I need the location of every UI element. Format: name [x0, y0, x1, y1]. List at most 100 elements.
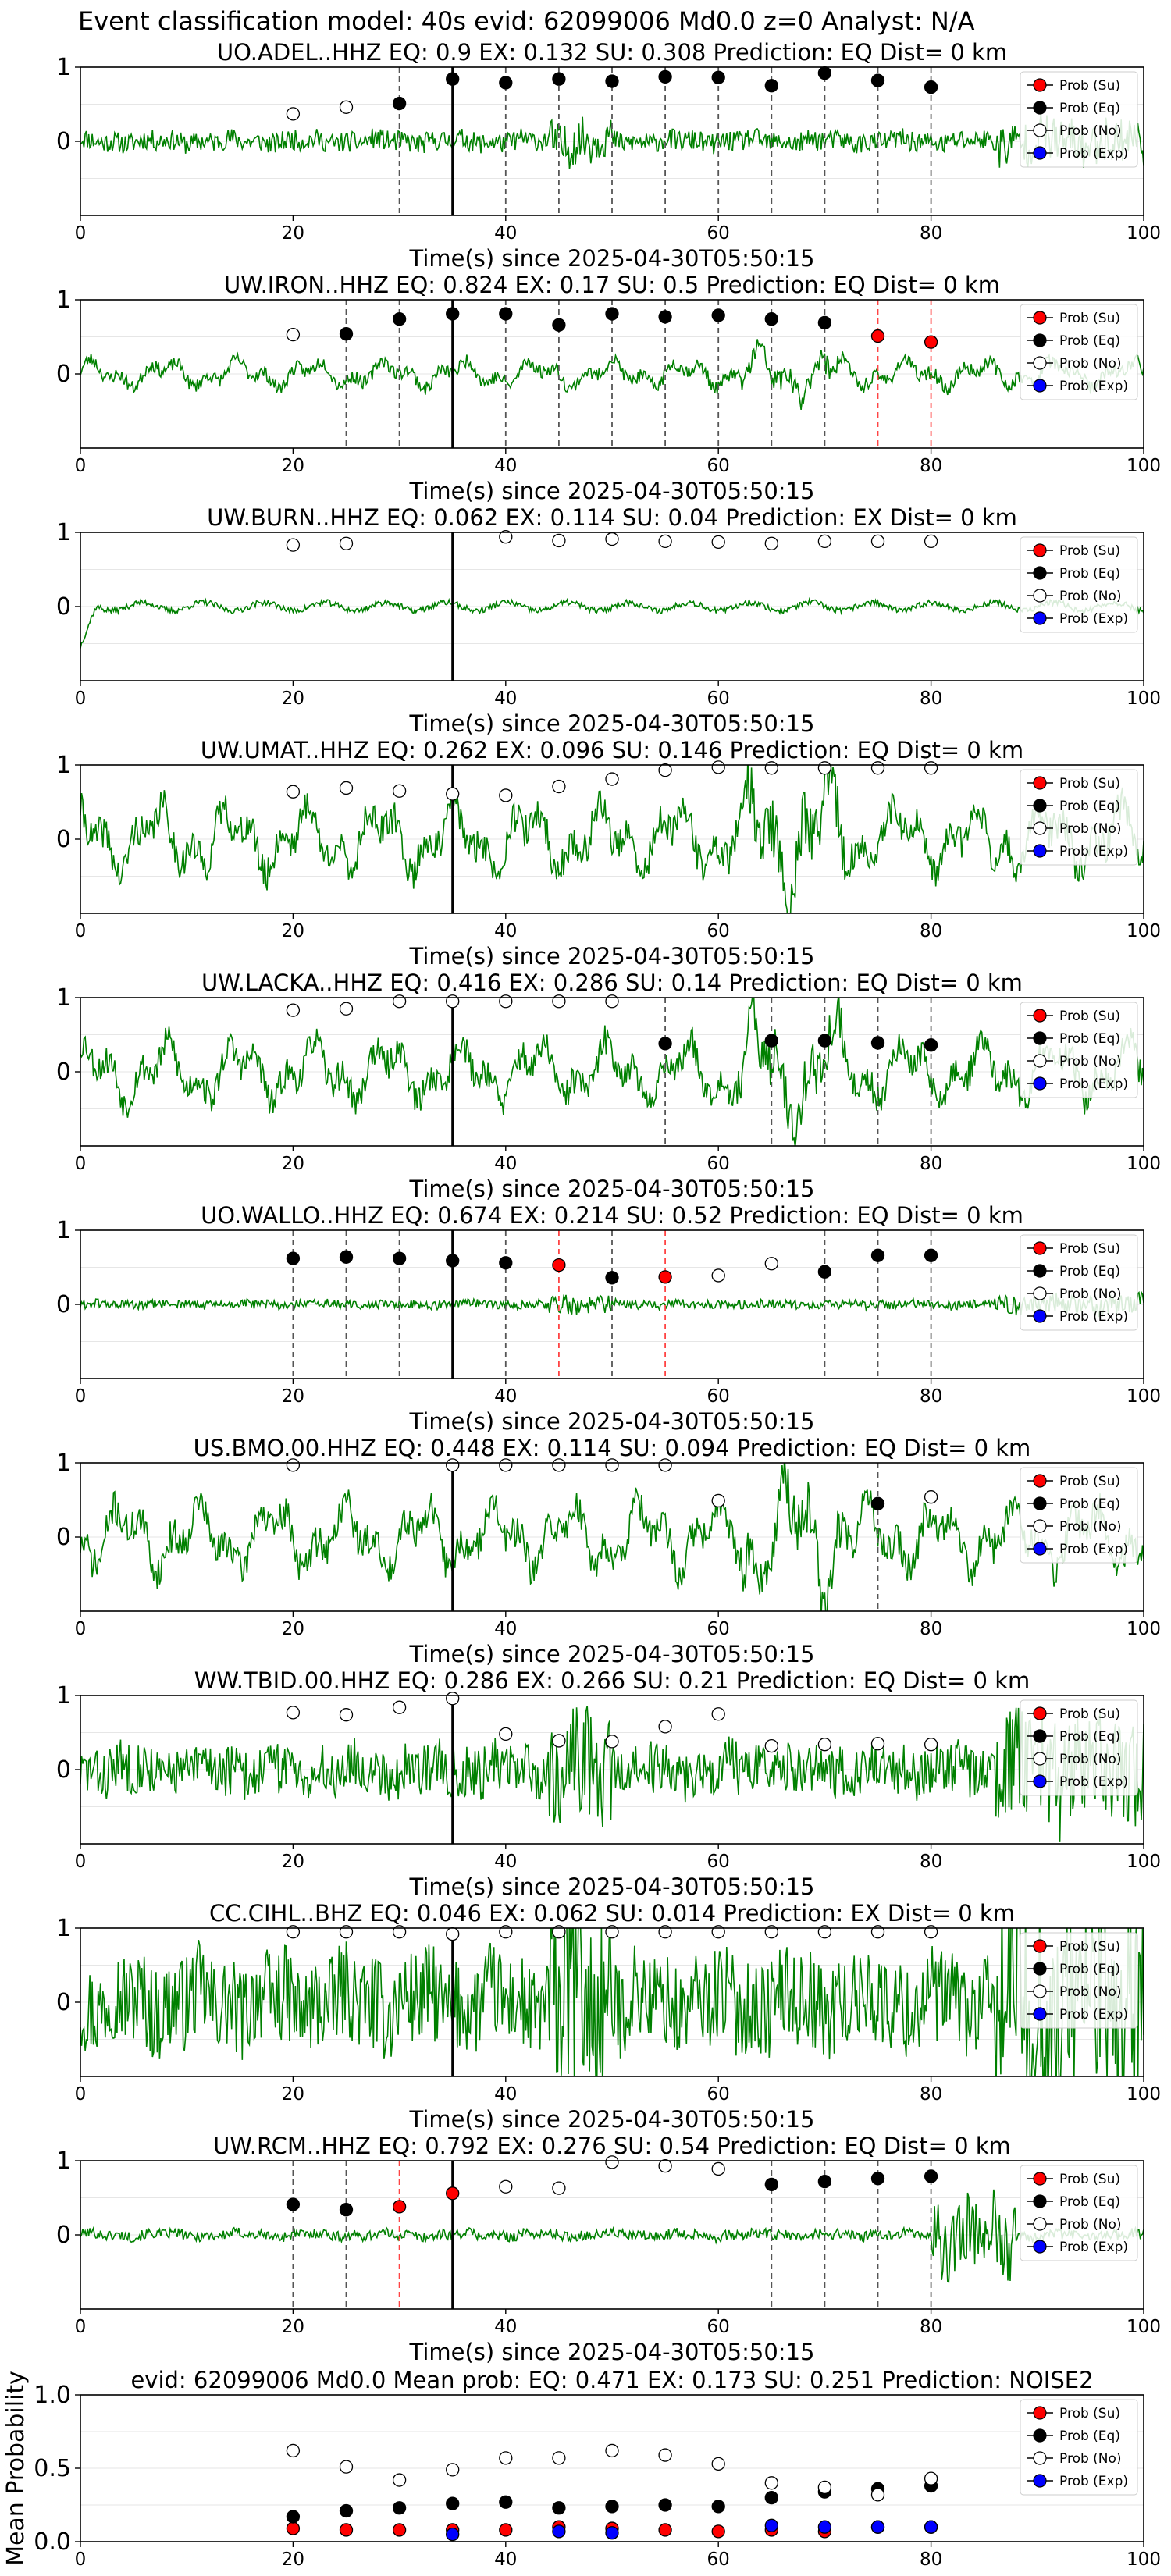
- prob-marker-no: [764, 1925, 778, 1939]
- panel-ww-tbid: WW.TBID.00.HHZ EQ: 0.286 EX: 0.266 SU: 0…: [56, 1667, 1161, 1900]
- mean-marker-eq: [711, 2500, 725, 2514]
- legend-marker-exp: [1033, 1076, 1047, 1091]
- prob-marker-no: [499, 1458, 513, 1472]
- legend-frame: [1020, 769, 1138, 866]
- prob-marker-eq: [605, 307, 619, 321]
- x-tick-label: 100: [1127, 1154, 1161, 1174]
- x-tick-label: 40: [494, 1154, 517, 1174]
- mean-marker-su: [286, 2521, 301, 2535]
- legend-label-eq: Prob (Eq): [1059, 799, 1120, 814]
- x-tick-label: 100: [1127, 1619, 1161, 1639]
- legend: Prob (Su) Prob (Eq) Prob (No) Prob (Exp): [1020, 536, 1138, 633]
- x-tick-label: 100: [1127, 2317, 1161, 2337]
- legend: Prob (Su) Prob (Eq) Prob (No) Prob (Exp): [1020, 1932, 1138, 2029]
- prob-marker-eq: [817, 1265, 832, 1279]
- y-tick-label: 1: [56, 519, 71, 546]
- legend-marker-su: [1033, 1474, 1047, 1488]
- prob-marker-eq: [552, 72, 566, 86]
- legend-marker-eq: [1033, 1264, 1047, 1278]
- x-tick-label: 40: [494, 921, 517, 941]
- prob-marker-no: [924, 1490, 938, 1504]
- prob-marker-no: [286, 1003, 301, 1017]
- x-tick-label: 20: [282, 223, 304, 244]
- prob-marker-no: [924, 1738, 938, 1752]
- prob-marker-su: [658, 1270, 672, 1284]
- legend-label-su: Prob (Su): [1059, 776, 1120, 792]
- panel-title: US.BMO.00.HHZ EQ: 0.448 EX: 0.114 SU: 0.…: [194, 1435, 1031, 1461]
- x-tick-label: 80: [920, 1154, 942, 1174]
- prob-marker-eq: [392, 1251, 407, 1265]
- legend-label-su: Prob (Su): [1059, 1474, 1120, 1489]
- prob-marker-no: [658, 1925, 672, 1939]
- mean-marker-su: [711, 2524, 725, 2539]
- x-tick-label: 60: [707, 1852, 730, 1872]
- legend-marker-exp: [1033, 379, 1047, 393]
- prob-marker-no: [392, 1925, 407, 1939]
- prob-marker-no: [286, 327, 301, 342]
- legend-label-eq: Prob (Eq): [1059, 2428, 1120, 2444]
- prob-marker-su: [552, 1258, 566, 1272]
- prob-marker-su: [392, 2200, 407, 2214]
- legend-marker-exp: [1033, 844, 1047, 858]
- x-tick-label: 0: [75, 1386, 87, 1407]
- legend-label-exp: Prob (Exp): [1059, 146, 1128, 162]
- prob-marker-su: [446, 2186, 460, 2201]
- x-tick-label: 100: [1127, 2549, 1161, 2570]
- mean-marker-eq: [446, 2496, 460, 2510]
- prob-marker-no: [605, 532, 619, 546]
- y-tick-label: 0: [56, 1524, 71, 1551]
- legend-frame: [1020, 2165, 1138, 2261]
- x-axis-label: Time(s) since 2025-04-30T05:50:15: [409, 245, 815, 272]
- legend-marker-eq: [1033, 1729, 1047, 1743]
- prob-marker-no: [658, 534, 672, 549]
- prob-marker-su: [924, 335, 938, 349]
- legend-label-eq: Prob (Eq): [1059, 1496, 1120, 1512]
- prob-marker-no: [764, 1738, 778, 1753]
- prob-marker-eq: [339, 327, 354, 341]
- legend-marker-exp: [1033, 2474, 1047, 2488]
- legend-label-exp: Prob (Exp): [1059, 2474, 1128, 2489]
- prob-marker-no: [711, 760, 725, 774]
- x-axis-label: Time(s) since 2025-04-30T05:50:15: [409, 2106, 815, 2133]
- panel-title: evid: 62099006 Md0.0 Mean prob: EQ: 0.47…: [130, 2367, 1093, 2393]
- waveform-trace: [80, 596, 1144, 649]
- legend-marker-exp: [1033, 1542, 1047, 1556]
- legend-marker-su: [1033, 1009, 1047, 1023]
- prob-marker-eq: [499, 307, 513, 321]
- y-tick-label: 0: [56, 1989, 71, 2016]
- legend: Prob (Su) Prob (Eq) Prob (No) Prob (Exp): [1020, 1467, 1138, 1564]
- legend-label-no: Prob (No): [1059, 2451, 1122, 2467]
- prob-marker-no: [764, 536, 778, 550]
- prob-marker-eq: [339, 1250, 354, 1264]
- legend-marker-no: [1033, 1984, 1047, 1998]
- legend-label-no: Prob (No): [1059, 123, 1122, 139]
- prob-marker-eq: [870, 2172, 885, 2186]
- x-tick-label: 20: [282, 456, 304, 476]
- x-tick-label: 40: [494, 688, 517, 709]
- legend-label-eq: Prob (Eq): [1059, 1729, 1120, 1745]
- y-tick-label: 1: [56, 286, 71, 314]
- legend-label-no: Prob (No): [1059, 821, 1122, 837]
- x-tick-label: 0: [75, 2549, 87, 2570]
- y-axis-label: Mean Probability: [2, 2371, 30, 2566]
- prob-marker-eq: [764, 2177, 778, 2192]
- x-tick-label: 40: [494, 2317, 517, 2337]
- legend: Prob (Su) Prob (Eq) Prob (No) Prob (Exp): [1020, 1699, 1138, 1796]
- x-tick-label: 80: [920, 1619, 942, 1639]
- prob-marker-no: [924, 761, 938, 775]
- prob-marker-no: [711, 2161, 725, 2176]
- prob-marker-no: [870, 1925, 885, 1939]
- prob-marker-no: [446, 787, 460, 801]
- x-tick-label: 80: [920, 223, 942, 244]
- x-tick-label: 0: [75, 1852, 87, 1872]
- legend-marker-su: [1033, 2172, 1047, 2186]
- prob-marker-eq: [552, 318, 566, 332]
- mean-marker-eq: [764, 2490, 778, 2505]
- mean-marker-no: [605, 2443, 619, 2458]
- legend-marker-exp: [1033, 1309, 1047, 1323]
- x-tick-label: 20: [282, 2317, 304, 2337]
- x-tick-label: 60: [707, 1386, 730, 1407]
- legend-frame: [1020, 1699, 1138, 1796]
- prob-marker-no: [499, 994, 513, 1009]
- legend-label-su: Prob (Su): [1059, 1009, 1120, 1024]
